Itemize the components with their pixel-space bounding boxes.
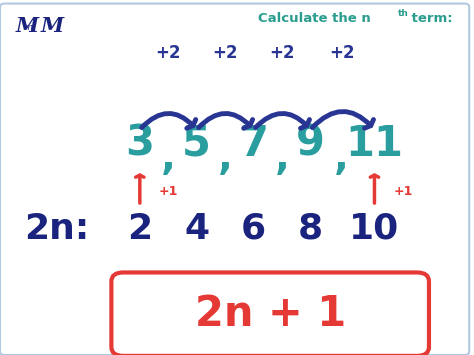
Text: 5: 5 (182, 123, 211, 165)
Text: 7: 7 (239, 123, 268, 165)
Text: th: th (398, 9, 409, 18)
Text: +2: +2 (212, 44, 238, 62)
Text: ,: , (161, 139, 176, 177)
Text: 11: 11 (346, 123, 403, 165)
Text: ,: , (218, 139, 233, 177)
Text: 2n:: 2n: (24, 212, 89, 246)
Text: 2: 2 (127, 212, 153, 246)
Text: +2: +2 (269, 44, 295, 62)
Text: M: M (40, 16, 64, 36)
Text: +1: +1 (159, 185, 178, 198)
Text: M: M (15, 16, 38, 36)
FancyBboxPatch shape (0, 4, 469, 355)
Text: +2: +2 (155, 44, 181, 62)
Text: 2n + 1: 2n + 1 (194, 293, 346, 335)
Text: 9: 9 (296, 123, 325, 165)
Text: 8: 8 (298, 212, 323, 246)
Text: term:: term: (407, 12, 452, 26)
Text: 3: 3 (125, 123, 155, 165)
Text: ,: , (274, 139, 290, 177)
Text: 10: 10 (349, 212, 400, 246)
Text: ,: , (334, 139, 349, 177)
Text: Calculate the n: Calculate the n (258, 12, 371, 26)
Text: +1: +1 (393, 185, 413, 198)
FancyBboxPatch shape (111, 273, 429, 355)
Text: +2: +2 (330, 44, 355, 62)
Text: 4: 4 (184, 212, 210, 246)
Text: 6: 6 (241, 212, 266, 246)
Text: m: m (23, 23, 32, 32)
